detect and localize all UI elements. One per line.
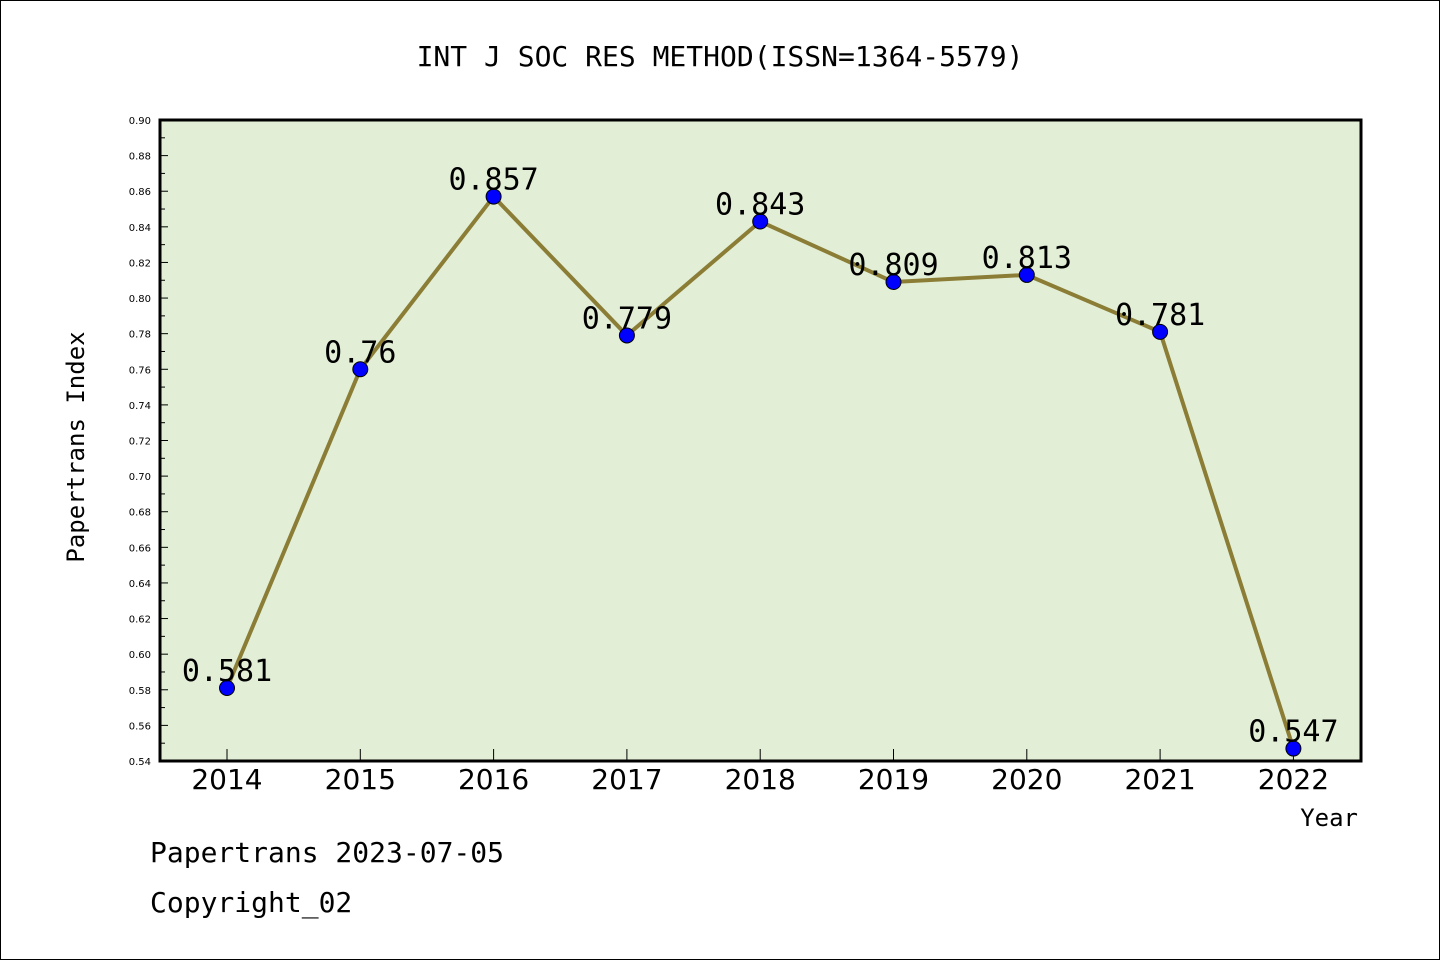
x-tick-label: 2018 [725, 763, 796, 796]
data-label: 0.779 [582, 301, 672, 336]
y-tick-label: 0.90 [129, 116, 151, 127]
y-tick-label: 0.60 [129, 650, 151, 661]
y-tick-label: 0.84 [129, 223, 151, 234]
x-tick-label: 2017 [591, 763, 662, 796]
y-axis-label: Papertrans Index [62, 331, 90, 562]
y-tick-label: 0.58 [129, 686, 151, 697]
y-tick-label: 0.72 [129, 437, 151, 448]
x-tick-label: 2021 [1124, 763, 1195, 796]
x-tick-label: 2015 [325, 763, 396, 796]
data-label: 0.809 [848, 248, 938, 283]
data-point [752, 213, 769, 230]
y-tick-label: 0.88 [129, 152, 151, 163]
data-label: 0.857 [448, 163, 538, 198]
y-tick-label: 0.76 [129, 365, 151, 376]
x-axis-label: Year [1300, 804, 1358, 832]
data-labels: 0.581 0.76 0.857 0.779 0.843 0.809 0.813 0.781 0… [182, 163, 1339, 750]
data-point [1152, 323, 1169, 340]
data-point [219, 679, 235, 696]
data-point [352, 361, 369, 378]
x-tick-label: 2020 [991, 763, 1062, 796]
data-point [1285, 740, 1302, 757]
y-tick-label: 0.56 [129, 721, 151, 732]
y-tick-label: 0.70 [129, 472, 151, 483]
data-point [1018, 266, 1035, 283]
x-axis: 2014 2015 2016 2017 2018 2019 2020 2021 2022 [191, 749, 1329, 796]
x-tick-label: 2019 [858, 763, 929, 796]
footer-date: Papertrans 2023-07-05 [150, 836, 505, 869]
y-tick-label: 0.78 [129, 330, 151, 341]
footer-copyright: Copyright_02 [150, 886, 353, 919]
y-tick-label: 0.66 [129, 543, 151, 554]
data-point [485, 188, 502, 205]
data-label: 0.76 [324, 335, 396, 370]
y-tick-label: 0.64 [129, 579, 151, 590]
data-point [618, 327, 635, 344]
data-point [885, 274, 902, 291]
data-label: 0.581 [182, 654, 272, 689]
y-tick-label: 0.74 [129, 401, 151, 412]
data-label: 0.843 [715, 187, 805, 222]
data-label: 0.813 [982, 241, 1072, 276]
y-tick-label: 0.80 [129, 294, 151, 305]
data-label: 0.547 [1248, 715, 1338, 750]
x-tick-label: 2014 [191, 763, 262, 796]
chart-title: INT J SOC RES METHOD(ISSN=1364-5579) [417, 40, 1024, 73]
y-tick-label: 0.82 [129, 258, 151, 269]
series-layer [219, 188, 1302, 757]
data-label: 0.781 [1115, 298, 1205, 333]
y-tick-label: 0.62 [129, 615, 151, 626]
x-tick-label: 2022 [1258, 763, 1329, 796]
x-tick-label: 2016 [458, 763, 529, 796]
y-tick-label: 0.68 [129, 508, 151, 519]
y-tick-label: 0.86 [129, 187, 151, 198]
y-axis: 0.54 0.56 0.58 0.60 0.62 0.64 0.66 0.68 0.70 0.72… [129, 116, 168, 768]
y-tick-label: 0.54 [129, 757, 151, 768]
